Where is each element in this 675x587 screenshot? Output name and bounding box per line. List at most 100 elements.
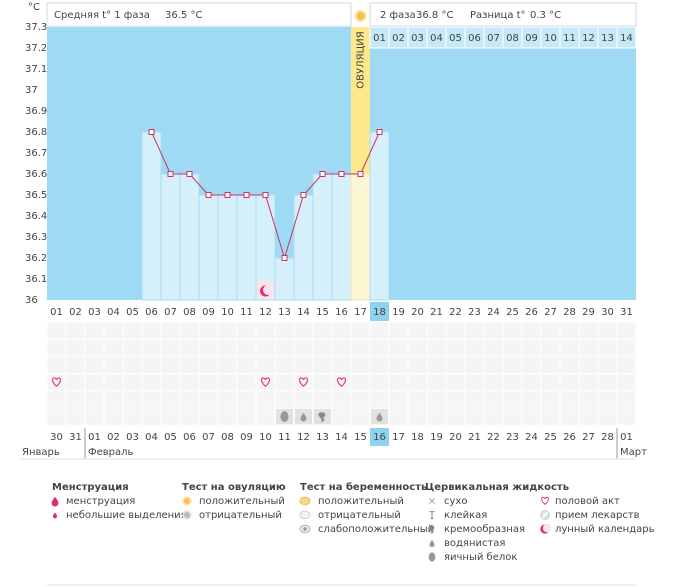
temperature-point xyxy=(148,129,155,135)
grid-cell xyxy=(540,390,561,409)
grid-cell xyxy=(179,407,200,426)
calendar-date: 03 xyxy=(126,432,139,443)
grid-cell xyxy=(597,321,618,340)
phase2-day: 09 xyxy=(525,33,538,44)
dot xyxy=(182,510,192,520)
grid-cell xyxy=(217,390,238,409)
grid-cell xyxy=(331,373,352,392)
grid-cell xyxy=(46,373,67,392)
phase2-day: 07 xyxy=(487,33,500,44)
calendar-date: 23 xyxy=(506,432,519,443)
grid-cell xyxy=(350,355,371,375)
x-tick-label: 31 xyxy=(620,307,633,318)
calendar-date: 25 xyxy=(544,432,557,443)
drop xyxy=(52,512,58,519)
legend-label: отрицательный xyxy=(199,510,282,521)
phase2-day: 13 xyxy=(601,33,614,44)
legend-label: положительный xyxy=(199,496,285,507)
grid-cell xyxy=(122,390,143,409)
grid-cell xyxy=(331,321,352,340)
grid-cell xyxy=(578,338,599,357)
y-tick-label: 36.5 xyxy=(25,190,47,201)
grid-cell xyxy=(616,355,637,375)
header-box xyxy=(369,2,637,27)
egg xyxy=(428,552,436,562)
x-tick-label: 22 xyxy=(449,307,462,318)
calendar-date: 20 xyxy=(449,432,462,443)
grid-cell xyxy=(464,407,485,426)
x-tick-label: 15 xyxy=(316,307,329,318)
calendar-date: 10 xyxy=(259,432,272,443)
grid-cell xyxy=(198,390,219,409)
y-tick-label: 36.7 xyxy=(25,148,47,159)
grid-cell xyxy=(84,373,105,392)
grid-cell xyxy=(502,390,523,409)
calendar-date: 09 xyxy=(240,432,253,443)
phase2-day: 06 xyxy=(468,33,481,44)
grid-cell xyxy=(426,390,447,409)
grid-cell xyxy=(331,390,352,409)
phase2-day: 08 xyxy=(506,33,519,44)
grid-cell xyxy=(350,321,371,340)
month-label: Март xyxy=(620,447,647,458)
temperature-bar xyxy=(236,194,257,301)
grid-cell xyxy=(160,373,181,392)
phase2-day: 01 xyxy=(373,33,386,44)
grid-cell xyxy=(65,355,86,375)
grid-cell xyxy=(407,321,428,340)
difference-label: Разница t° xyxy=(470,10,526,21)
calendar-date: 28 xyxy=(601,432,614,443)
grid-cell xyxy=(350,407,371,426)
grid-cell xyxy=(331,407,352,426)
x-tick-label: 27 xyxy=(544,307,557,318)
grid-cell xyxy=(616,321,637,340)
calendar-date: 24 xyxy=(525,432,538,443)
legend-label: половой акт xyxy=(555,496,620,507)
grid-cell xyxy=(483,355,504,375)
grid-cell xyxy=(293,390,314,409)
grid-cell xyxy=(312,321,333,340)
grid-cell xyxy=(84,407,105,426)
grid-cell xyxy=(521,390,542,409)
grid-cell xyxy=(445,407,466,426)
icon-intercourse xyxy=(541,496,549,506)
x-tick-label: 23 xyxy=(468,307,481,318)
grid-cell xyxy=(502,355,523,375)
grid-cell xyxy=(179,338,200,357)
x-tick-label: 17 xyxy=(354,307,367,318)
grid-cell xyxy=(540,338,561,357)
phase2-day: 10 xyxy=(544,33,557,44)
legend-label: водянистая xyxy=(444,538,505,549)
grid-cell xyxy=(122,407,143,426)
grid-cell xyxy=(502,373,523,392)
grid-cell xyxy=(122,321,143,340)
grid-cell xyxy=(369,321,390,340)
legend-label: кремообразная xyxy=(444,524,525,535)
legend-label: небольшие выделения xyxy=(66,510,187,521)
calendar-date: 08 xyxy=(221,432,234,443)
grid-cell xyxy=(312,355,333,375)
calendar-date: 13 xyxy=(316,432,329,443)
x-tick-label: 28 xyxy=(563,307,576,318)
legend-title: Цервикальная жидкость xyxy=(425,482,569,493)
grid-cell xyxy=(578,373,599,392)
x-tick-label: 01 xyxy=(50,307,63,318)
icon-preg-pos xyxy=(299,496,311,506)
icon-eggwhite xyxy=(428,552,436,562)
x-tick-label: 20 xyxy=(411,307,424,318)
cream xyxy=(428,525,435,534)
grid-cell xyxy=(141,390,162,409)
grid-cell xyxy=(502,338,523,357)
pill-half xyxy=(541,511,549,519)
sticky xyxy=(429,511,435,519)
grid-cell xyxy=(445,338,466,357)
calendar-date: 27 xyxy=(582,432,595,443)
grid-cell xyxy=(160,338,181,357)
grid-cell xyxy=(407,407,428,426)
grid-cell xyxy=(255,355,276,375)
icon-sticky xyxy=(429,511,435,519)
grid-cell xyxy=(141,373,162,392)
grid-cell xyxy=(559,355,580,375)
grid-cell xyxy=(578,407,599,426)
